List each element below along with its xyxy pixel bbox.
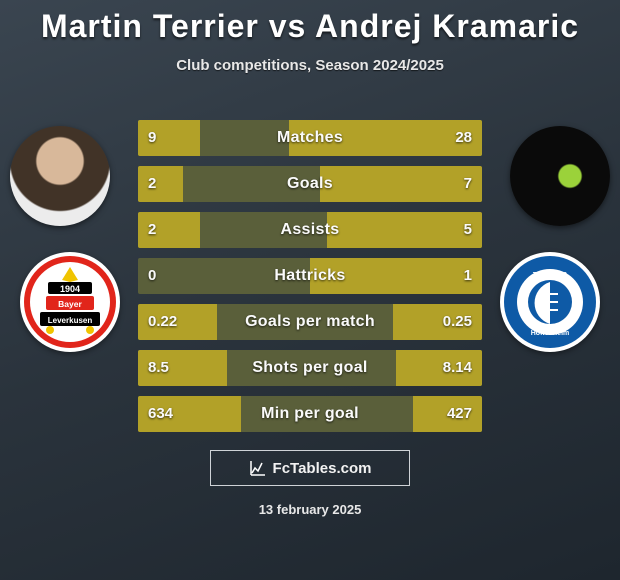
stat-row: 928Matches: [138, 120, 482, 156]
subtitle: Club competitions, Season 2024/2025: [0, 57, 620, 74]
stat-row: 634427Min per goal: [138, 396, 482, 432]
site-badge: FcTables.com: [210, 450, 410, 486]
stat-row: 27Goals: [138, 166, 482, 202]
stat-row: 0.220.25Goals per match: [138, 304, 482, 340]
stat-label: Assists: [138, 212, 482, 248]
stat-row: 25Assists: [138, 212, 482, 248]
stat-row: 01Hattricks: [138, 258, 482, 294]
stat-label: Shots per goal: [138, 350, 482, 386]
svg-text:1904: 1904: [60, 284, 80, 294]
svg-text:TSG 1899: TSG 1899: [533, 270, 567, 279]
footer-date: 13 february 2025: [0, 502, 620, 517]
stat-label: Goals: [138, 166, 482, 202]
club-right-badge: TSG 1899 Hoffenheim: [500, 252, 600, 352]
club-left-badge: 1904 Bayer Leverkusen: [20, 252, 120, 352]
stat-label: Matches: [138, 120, 482, 156]
player-right-avatar: [510, 126, 610, 226]
svg-text:Leverkusen: Leverkusen: [48, 316, 93, 325]
svg-text:Hoffenheim: Hoffenheim: [531, 330, 570, 337]
player-left-avatar: [10, 126, 110, 226]
site-name: FcTables.com: [273, 460, 372, 477]
page-title: Martin Terrier vs Andrej Kramaric: [0, 0, 620, 45]
stat-bars: 928Matches 27Goals 25Assists 01Hattricks 0.2…: [138, 120, 482, 442]
stat-label: Min per goal: [138, 396, 482, 432]
chart-icon: [249, 459, 267, 477]
stat-label: Hattricks: [138, 258, 482, 294]
svg-text:Bayer: Bayer: [58, 299, 82, 309]
stat-label: Goals per match: [138, 304, 482, 340]
stat-row: 8.58.14Shots per goal: [138, 350, 482, 386]
